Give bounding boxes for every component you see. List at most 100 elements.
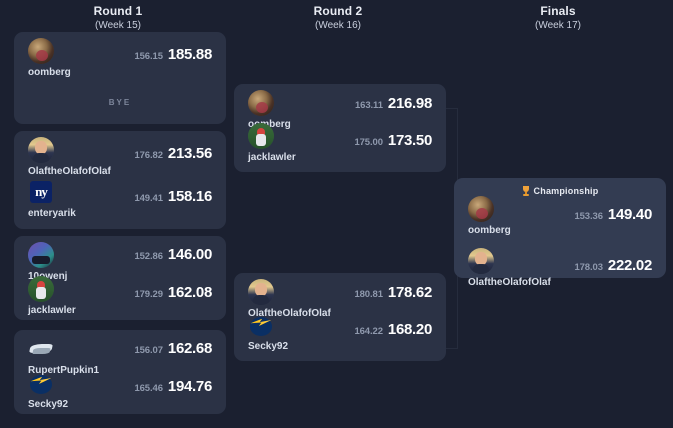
actual-score: 158.16	[167, 188, 212, 205]
connector-line	[446, 348, 458, 349]
team-scores: 164.22 168.20	[354, 321, 432, 338]
team-name: Secky92	[28, 399, 69, 410]
projected-score: 163.11	[354, 100, 383, 111]
actual-score: 173.50	[387, 132, 432, 149]
team-scores: 152.86 146.00	[134, 246, 212, 263]
team-scores: 179.29 162.08	[134, 284, 212, 301]
actual-score: 216.98	[387, 95, 432, 112]
projected-score: 175.00	[354, 137, 383, 148]
round-title: Round 2	[313, 4, 363, 18]
olaf-avatar	[248, 279, 274, 305]
team-identity: OlaftheOlafofOlaf	[248, 279, 331, 320]
championship-label-row: Championship	[454, 186, 666, 196]
team-identity: OlaftheOlafofOlaf	[468, 248, 551, 289]
projected-score: 153.36	[574, 211, 603, 222]
chargers-logo	[28, 370, 54, 396]
round-header-finals: Finals (Week 17)	[448, 4, 668, 32]
team-identity: RupertPupkin1	[28, 336, 99, 377]
team-row[interactable]: RupertPupkin1 156.07 162.68	[14, 330, 226, 377]
team-row[interactable]: Secky92 164.22 168.20	[234, 316, 446, 359]
team-identity: oomberg	[468, 196, 511, 237]
team-name: enteryarik	[28, 208, 76, 219]
jacklawler-avatar	[248, 123, 274, 149]
match-card[interactable]: OlaftheOlafofOlaf 180.81 178.62 Secky92 …	[234, 273, 446, 361]
projected-score: 176.82	[134, 150, 163, 161]
team-identity: Secky92	[248, 312, 288, 353]
team-identity: oomberg	[28, 38, 71, 79]
projected-score: 156.07	[134, 345, 163, 356]
projected-score: 164.22	[354, 326, 383, 337]
actual-score: 162.68	[167, 340, 212, 357]
projected-score: 149.41	[134, 193, 163, 204]
round-week: (Week 17)	[535, 20, 581, 31]
team-identity: Secky92	[28, 370, 68, 411]
team-name: OlaftheOlafofOlaf	[28, 166, 111, 177]
oomberg-avatar	[468, 196, 494, 222]
actual-score: 178.62	[387, 284, 432, 301]
actual-score: 168.20	[387, 321, 432, 338]
team-identity: jacklawler	[28, 276, 76, 317]
team-name: Secky92	[248, 341, 289, 352]
team-row[interactable]: Secky92 165.46 194.76	[14, 374, 226, 414]
match-card[interactable]: oomberg 163.11 216.98 jacklawler 175.00 …	[234, 84, 446, 172]
actual-score: 162.08	[167, 284, 212, 301]
actual-score: 146.00	[167, 246, 212, 263]
championship-label: Championship	[533, 186, 599, 196]
actual-score: 149.40	[607, 206, 652, 223]
actual-score: 222.02	[607, 257, 652, 274]
bye-row: BYE	[14, 84, 226, 128]
team-scores: 180.81 178.62	[354, 284, 432, 301]
projected-score: 165.46	[134, 383, 163, 394]
team-scores: 149.41 158.16	[134, 188, 212, 205]
round-week: (Week 16)	[315, 20, 361, 31]
oomberg-avatar	[28, 38, 54, 64]
jacklawler-avatar	[28, 276, 54, 302]
projected-score: 152.86	[134, 251, 163, 262]
trophy-icon	[522, 186, 530, 196]
match-card[interactable]: 10owenj 152.86 146.00 jacklawler 179.29 …	[14, 236, 226, 320]
actual-score: 185.88	[167, 46, 212, 63]
team-identity: ny enteryarik	[28, 179, 76, 220]
team-row[interactable]: 10owenj 152.86 146.00	[14, 236, 226, 282]
round-title: Finals	[540, 4, 576, 18]
team-identity: OlaftheOlafofOlaf	[28, 137, 111, 178]
team-row[interactable]: oomberg 156.15 185.88	[14, 32, 226, 84]
team-name: OlaftheOlafofOlaf	[248, 308, 331, 319]
team-scores: 165.46 194.76	[134, 378, 212, 395]
round-header-2: Round 2 (Week 16)	[228, 4, 448, 32]
team-scores: 153.36 149.40	[574, 206, 652, 223]
match-card[interactable]: oomberg 156.15 185.88 BYE	[14, 32, 226, 124]
round-header-1: Round 1 (Week 15)	[8, 4, 228, 32]
projected-score: 156.15	[134, 51, 163, 62]
team-name: jacklawler	[28, 305, 76, 316]
team-row[interactable]: ny enteryarik 149.41 158.16	[14, 181, 226, 229]
team-row[interactable]: oomberg 153.36 149.40	[454, 178, 666, 246]
olaf-avatar	[28, 137, 54, 163]
eagles-logo	[28, 336, 54, 362]
team-scores: 163.11 216.98	[355, 95, 432, 112]
team-scores: 156.15 185.88	[134, 46, 212, 63]
team-name: OlaftheOlafofOlaf	[468, 277, 551, 288]
team-scores: 175.00 173.50	[354, 132, 432, 149]
bye-label: BYE	[108, 98, 132, 107]
oomberg-avatar	[248, 90, 274, 116]
championship-match-card[interactable]: Championship oomberg 153.36 149.40 Olaft…	[454, 178, 666, 288]
team-scores: 156.07 162.68	[134, 340, 212, 357]
team-name: oomberg	[28, 67, 71, 78]
team-name: jacklawler	[248, 152, 296, 163]
owenj-avatar	[28, 242, 54, 268]
team-row[interactable]: OlaftheOlafofOlaf 176.82 213.56	[14, 131, 226, 185]
team-row[interactable]: jacklawler 179.29 162.08	[14, 276, 226, 320]
team-scores: 176.82 213.56	[134, 145, 212, 162]
match-card[interactable]: RupertPupkin1 156.07 162.68 Secky92 165.…	[14, 330, 226, 414]
connector-line	[446, 108, 458, 109]
match-card[interactable]: OlaftheOlafofOlaf 176.82 213.56 ny enter…	[14, 131, 226, 229]
actual-score: 194.76	[167, 378, 212, 395]
team-name: RupertPupkin1	[28, 365, 100, 376]
team-row[interactable]: OlaftheOlafofOlaf 178.03 222.02	[454, 246, 666, 289]
team-row[interactable]: jacklawler 175.00 173.50	[234, 123, 446, 170]
chargers-logo	[248, 312, 274, 338]
team-row[interactable]: OlaftheOlafofOlaf 180.81 178.62	[234, 273, 446, 319]
team-name: oomberg	[468, 225, 511, 236]
